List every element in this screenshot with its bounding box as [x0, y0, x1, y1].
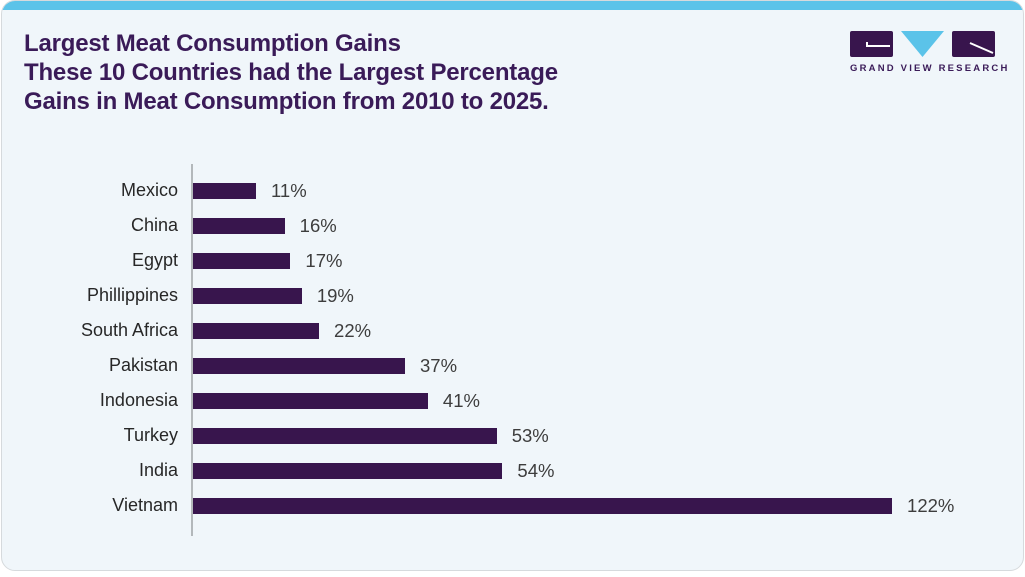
- bar: [193, 427, 497, 444]
- top-accent-bar: [2, 1, 1023, 10]
- value-label: 17%: [305, 249, 343, 271]
- chart-row: India 54%: [24, 453, 1004, 488]
- chart-title-line-1: Largest Meat Consumption Gains: [24, 30, 401, 57]
- category-label: Phillippines: [86, 285, 178, 305]
- chart-row: Mexico 11%: [24, 173, 1004, 208]
- value-label: 22%: [334, 319, 372, 341]
- gvr-logo-r-icon: [952, 31, 995, 57]
- value-label: 53%: [511, 424, 549, 446]
- value-label: 122%: [907, 494, 955, 516]
- value-label: 19%: [316, 284, 354, 306]
- category-label: Turkey: [123, 425, 178, 445]
- category-label: Vietnam: [112, 495, 178, 515]
- value-label: 16%: [299, 214, 337, 236]
- category-label: Indonesia: [99, 390, 178, 410]
- bar: [193, 462, 503, 479]
- chart-row: Turkey 53%: [24, 418, 1004, 453]
- category-label: Pakistan: [108, 355, 178, 375]
- bar-chart: Mexico 11% China 16% Egypt 17% Phillippines 19%…: [24, 164, 1004, 536]
- bar: [193, 322, 320, 339]
- value-label: 11%: [271, 179, 307, 201]
- chart-row: Vietnam 122%: [24, 488, 1004, 523]
- value-label: 37%: [420, 354, 458, 376]
- grand-view-research-logo: GRAND VIEW RESEARCH: [850, 31, 1010, 74]
- bar: [193, 357, 405, 374]
- chart-rows: Mexico 11% China 16% Egypt 17% Phillippines 19%…: [24, 164, 1004, 523]
- chart-header: Largest Meat Consumption Gains These 10 …: [24, 29, 664, 116]
- chart-row: Phillippines 19%: [24, 278, 1004, 313]
- chart-subtitle-line-1: These 10 Countries had the Largest Perce…: [24, 59, 558, 86]
- value-label: 54%: [517, 459, 555, 481]
- category-label: Egypt: [131, 250, 178, 270]
- category-label: Mexico: [120, 180, 178, 200]
- bar: [193, 392, 428, 409]
- chart-row: Indonesia 41%: [24, 383, 1004, 418]
- gvr-logo-g-icon: [850, 31, 893, 57]
- chart-row: China 16%: [24, 208, 1004, 243]
- gvr-logo-marks: [850, 31, 995, 57]
- bar: [193, 287, 302, 304]
- category-label: South Africa: [80, 320, 178, 340]
- bar: [193, 497, 893, 514]
- chart-subtitle-line-2: Gains in Meat Consumption from 2010 to 2…: [24, 88, 549, 115]
- value-label: 41%: [442, 389, 480, 411]
- category-label: India: [138, 460, 178, 480]
- bar: [193, 182, 257, 199]
- bar: [193, 252, 291, 269]
- gvr-logo-text: GRAND VIEW RESEARCH: [850, 63, 1010, 74]
- bar: [193, 217, 285, 234]
- gvr-logo-v-icon: [901, 31, 944, 57]
- category-label: China: [130, 215, 178, 235]
- chart-row: Egypt 17%: [24, 243, 1004, 278]
- chart-row: South Africa 22%: [24, 313, 1004, 348]
- y-axis-line: [191, 164, 193, 536]
- chart-row: Pakistan 37%: [24, 348, 1004, 383]
